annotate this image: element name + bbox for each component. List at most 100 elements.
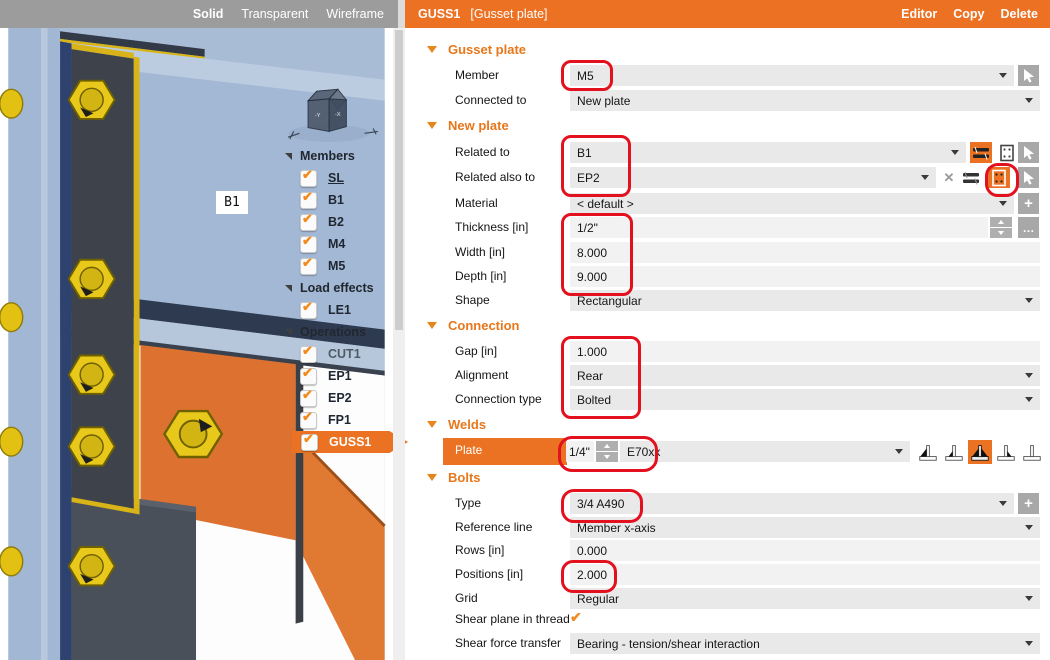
related-to-pick-button[interactable] xyxy=(1018,142,1039,163)
checkbox-ep2[interactable]: ✔ xyxy=(300,387,317,407)
checkbox-m5[interactable]: ✔ xyxy=(300,255,317,275)
fillet-weld-left-icon[interactable] xyxy=(916,440,940,464)
thickness-more-button[interactable]: … xyxy=(1018,217,1039,238)
tree-item-b2[interactable]: ✔ B2 xyxy=(300,210,344,231)
stepper-up-icon[interactable] xyxy=(990,217,1012,227)
cube-axis-x-label: -X xyxy=(335,112,341,118)
section-collapse-icon[interactable] xyxy=(427,474,437,481)
section-header-bolts[interactable]: Bolts xyxy=(448,470,481,485)
connected-to-dropdown[interactable]: New plate xyxy=(570,90,1040,111)
butt-weld-icon[interactable] xyxy=(1020,440,1044,464)
gap-input[interactable]: 1.000 xyxy=(570,341,1040,362)
view-mode-wireframe[interactable]: Wireframe xyxy=(326,7,384,21)
fillet-weld-right-icon[interactable] xyxy=(994,440,1018,464)
operation-subtitle: [Gusset plate] xyxy=(470,7,548,21)
member-dropdown[interactable]: M5 xyxy=(570,65,1014,86)
tree-item-ep1[interactable]: ✔ EP1 xyxy=(300,364,352,385)
stepper-down-icon[interactable] xyxy=(990,228,1012,238)
view-mode-transparent[interactable]: Transparent xyxy=(241,7,309,21)
plate-face-view-icon-selected[interactable] xyxy=(988,167,1010,188)
editor-button[interactable]: Editor xyxy=(901,7,938,21)
fillet-weld-near-icon[interactable] xyxy=(942,440,966,464)
chevron-down-icon xyxy=(895,449,903,454)
related-also-to-dropdown[interactable]: EP2 xyxy=(570,167,936,188)
weld-size-stepper[interactable] xyxy=(596,441,618,462)
thickness-stepper[interactable] xyxy=(990,217,1012,238)
navigation-cube[interactable]: -Y -X xyxy=(287,88,379,142)
checkbox-sl[interactable]: ✔ xyxy=(300,167,317,187)
depth-input[interactable]: 9.000 xyxy=(570,266,1040,287)
scrollbar-thumb[interactable] xyxy=(395,30,403,330)
reference-line-dropdown[interactable]: Member x-axis xyxy=(570,517,1040,538)
checkbox-ep1[interactable]: ✔ xyxy=(300,365,317,385)
member-pick-button[interactable] xyxy=(1018,65,1039,86)
thickness-input[interactable]: 1/2" xyxy=(570,217,988,238)
width-input[interactable]: 8.000 xyxy=(570,242,1040,263)
shear-plane-checkbox[interactable]: ✔ xyxy=(570,609,582,625)
add-bolt-type-button[interactable]: + xyxy=(1018,493,1039,514)
plate-face-view-icon[interactable] xyxy=(996,142,1018,163)
cursor-pointer-icon xyxy=(1023,170,1034,185)
section-collapse-icon[interactable] xyxy=(427,322,437,329)
section-collapse-icon[interactable] xyxy=(427,122,437,129)
grid-dropdown[interactable]: Regular xyxy=(570,588,1040,609)
tree-item-le1[interactable]: ✔ LE1 xyxy=(300,298,351,319)
shape-dropdown[interactable]: Rectangular xyxy=(570,290,1040,311)
section-collapse-icon[interactable] xyxy=(427,421,437,428)
stepper-up-icon[interactable] xyxy=(596,441,618,451)
tree-item-b1[interactable]: ✔ B1 xyxy=(300,188,344,209)
chevron-down-icon xyxy=(1025,525,1033,530)
plate-side-view-icon[interactable] xyxy=(960,167,982,188)
positions-input[interactable]: 2.000 xyxy=(570,564,1040,585)
collapse-triangle-icon[interactable] xyxy=(285,328,292,336)
tree-item-cut1[interactable]: ✔ CUT1 xyxy=(300,342,361,363)
checkbox-cut1[interactable]: ✔ xyxy=(300,343,317,363)
tree-item-sl[interactable]: ✔ SL xyxy=(300,166,344,187)
add-material-button[interactable]: + xyxy=(1018,193,1039,214)
plate-face-view-glyph xyxy=(992,169,1006,186)
tree-item-m4[interactable]: ✔ M4 xyxy=(300,232,346,253)
copy-button[interactable]: Copy xyxy=(953,7,985,21)
checkbox-m4[interactable]: ✔ xyxy=(300,233,317,253)
section-collapse-icon[interactable] xyxy=(427,46,437,53)
weld-size-input[interactable]: 1/4" xyxy=(566,441,594,462)
section-header-connection[interactable]: Connection xyxy=(448,318,520,333)
section-header-welds[interactable]: Welds xyxy=(448,417,487,432)
checkbox-le1[interactable]: ✔ xyxy=(300,299,317,319)
section-header-new-plate[interactable]: New plate xyxy=(448,118,509,133)
rows-label: Rows [in] xyxy=(455,543,505,557)
shear-transfer-dropdown[interactable]: Bearing - tension/shear interaction xyxy=(570,633,1040,654)
view-mode-solid[interactable]: Solid xyxy=(192,7,224,21)
delete-button[interactable]: Delete xyxy=(1000,7,1038,21)
stepper-down-icon[interactable] xyxy=(596,452,618,462)
fillet-weld-both-sides-icon-selected[interactable] xyxy=(968,440,992,464)
tree-header-members[interactable]: Members xyxy=(283,145,405,167)
alignment-dropdown[interactable]: Rear xyxy=(570,365,1040,386)
tree-item-m5[interactable]: ✔ M5 xyxy=(300,254,346,275)
checkbox-b1[interactable]: ✔ xyxy=(300,189,317,209)
checkbox-fp1[interactable]: ✔ xyxy=(300,409,317,429)
bolt-type-dropdown[interactable]: 3/4 A490 xyxy=(570,493,1014,514)
section-header-gusset-plate[interactable]: Gusset plate xyxy=(448,42,527,57)
plate-weld-row-highlight[interactable]: Plate xyxy=(443,438,567,465)
clear-icon[interactable]: ✕ xyxy=(940,167,958,188)
related-also-to-pick-button[interactable] xyxy=(1018,167,1039,188)
checkbox-guss1[interactable]: ✔ xyxy=(301,431,318,451)
collapse-triangle-icon[interactable] xyxy=(285,152,292,160)
tree-header-load-effects[interactable]: Load effects xyxy=(283,277,405,299)
plate-side-view-icon[interactable] xyxy=(970,142,992,163)
tree-item-guss1-selected[interactable]: ✔ GUSS1 xyxy=(292,431,408,453)
3d-viewport[interactable]: -Y -X xyxy=(0,28,393,660)
collapse-triangle-icon[interactable] xyxy=(285,284,292,292)
viewport-scrollbar[interactable] xyxy=(393,28,405,660)
material-dropdown[interactable]: < default > xyxy=(570,193,1014,214)
related-to-dropdown[interactable]: B1 xyxy=(570,142,966,163)
tree-item-ep2[interactable]: ✔ EP2 xyxy=(300,386,352,407)
cube-axis-y-label: -Y xyxy=(315,113,321,119)
checkbox-b2[interactable]: ✔ xyxy=(300,211,317,231)
connection-type-dropdown[interactable]: Bolted xyxy=(570,389,1040,410)
rows-input[interactable]: 0.000 xyxy=(570,540,1040,561)
weld-electrode-dropdown[interactable]: E70xx xyxy=(620,441,910,462)
tree-header-operations[interactable]: Operations xyxy=(283,321,405,343)
tree-item-fp1[interactable]: ✔ FP1 xyxy=(300,408,351,429)
